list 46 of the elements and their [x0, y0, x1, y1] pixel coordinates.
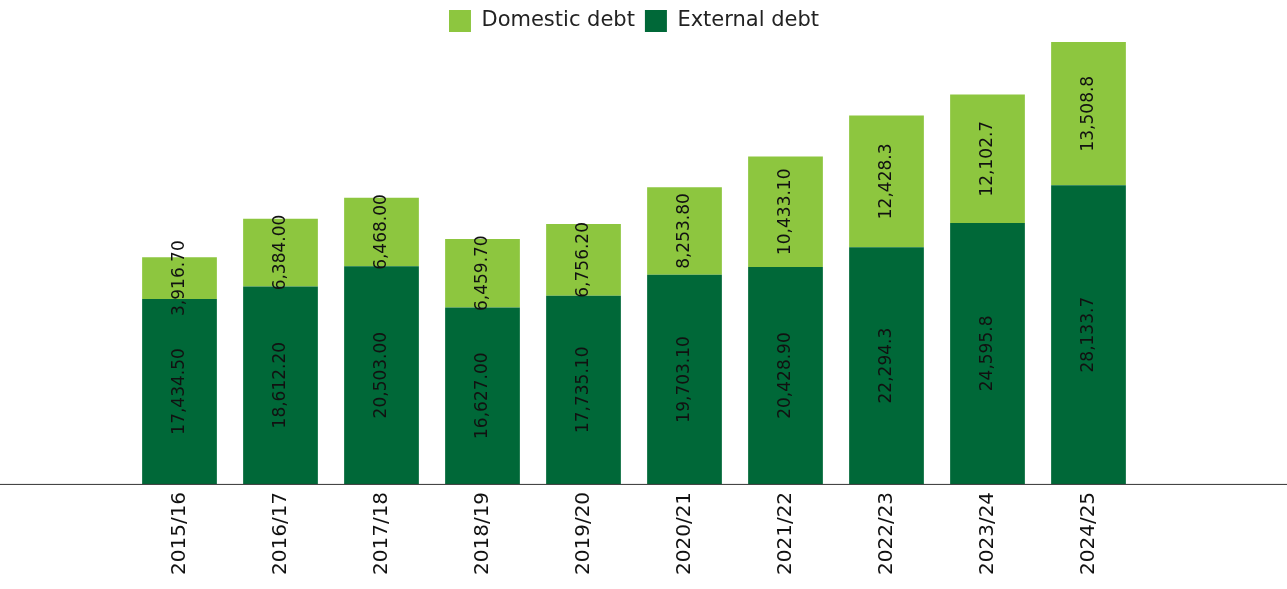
x-tick-label: 2016/17 [266, 491, 291, 576]
data-label: 8,253.80 [672, 193, 693, 269]
bar [1051, 42, 1126, 186]
x-tick-label: 2021/22 [771, 491, 796, 576]
bar [849, 247, 924, 484]
bar [445, 238, 520, 308]
data-label: 12,428.3 [874, 143, 895, 220]
x-tick-label: 2019/20 [569, 491, 594, 576]
data-label: 17,434.50 [167, 348, 188, 435]
data-label: 20,503.00 [369, 331, 390, 419]
bar [950, 94, 1025, 223]
data-label: 6,384.00 [268, 214, 289, 291]
data-label: 12,102.7 [975, 120, 996, 197]
bar [647, 187, 722, 275]
data-label: 6,459.70 [470, 235, 491, 312]
x-tick-label: 2015/16 [165, 491, 190, 576]
data-label: 17,735.10 [571, 346, 592, 434]
x-tick-label: 2023/24 [973, 491, 998, 576]
bar [647, 274, 722, 484]
data-label: 20,428.90 [773, 332, 794, 419]
data-label: 6,468.00 [369, 194, 390, 270]
data-label: 18,612.20 [268, 341, 289, 429]
data-label: 10,433.10 [773, 168, 794, 256]
data-label: 28,133.7 [1076, 296, 1097, 373]
x-tick-label: 2024/25 [1074, 491, 1099, 576]
x-tick-label: 2022/23 [872, 491, 897, 576]
legend-label: Domestic debt [481, 7, 635, 32]
x-tick-label: 2018/19 [468, 491, 493, 576]
data-label: 3,916.70 [167, 240, 188, 316]
data-label: 19,703.10 [672, 336, 693, 423]
data-label: 16,627.00 [470, 352, 491, 439]
data-label: 6,756.20 [571, 222, 592, 298]
bar [748, 156, 823, 268]
bar [344, 197, 419, 267]
bar [546, 295, 621, 484]
data-label: 22,294.3 [874, 327, 895, 404]
x-tick-label: 2017/18 [367, 491, 392, 576]
legend-label: External debt [677, 7, 820, 32]
bar [950, 222, 1025, 484]
data-label: 24,595.8 [975, 315, 996, 392]
data-label: 13,508.8 [1076, 75, 1097, 152]
bar [546, 224, 621, 296]
bar [748, 267, 823, 484]
bar [1051, 185, 1126, 484]
x-tick-label: 2020/21 [670, 491, 695, 576]
bar [849, 115, 924, 248]
